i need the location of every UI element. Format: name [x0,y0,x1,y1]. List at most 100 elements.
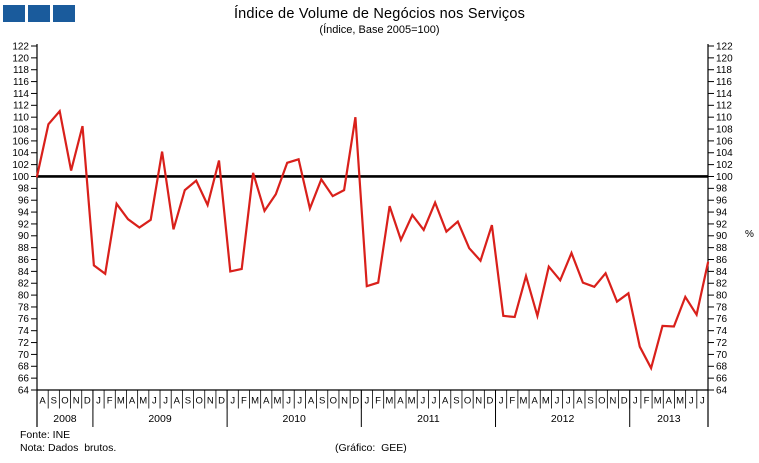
credit-note: (Gráfico: GEE) [335,442,407,454]
right-axis-tick-label: 78 [716,302,728,313]
month-label: D [84,396,91,407]
left-axis-tick-label: 120 [12,53,29,64]
month-label: S [453,396,459,407]
month-label: N [341,396,348,407]
month-label: A [442,396,449,407]
month-label: A [263,396,270,407]
month-label: F [107,396,113,407]
month-label: F [509,396,515,407]
month-label: A [39,396,46,407]
month-label: S [185,396,191,407]
left-axis-tick-label: 112 [13,101,29,112]
right-axis-tick-label: 70 [716,350,728,361]
right-axis-tick-label: 68 [716,362,728,373]
month-label: J [365,396,370,407]
left-axis-tick-label: 106 [12,136,29,147]
month-label: J [689,396,694,407]
left-axis-tick-label: 72 [18,338,30,349]
left-axis-tick-label: 90 [18,231,30,242]
month-label: J [499,396,504,407]
month-label: O [598,396,605,407]
month-label: M [251,396,259,407]
month-label: D [486,396,493,407]
month-label: N [73,396,80,407]
right-axis-tick-label: 74 [716,326,728,337]
month-label: J [555,396,560,407]
left-axis-tick-label: 100 [12,172,29,183]
right-axis-tick-label: 122 [716,41,733,52]
month-label: M [654,396,662,407]
logo-square [3,5,25,22]
left-axis-tick-label: 78 [18,302,30,313]
left-axis-tick-label: 94 [18,207,30,218]
right-axis-tick-label: 80 [716,291,728,302]
year-label: 2012 [551,413,575,425]
year-label: 2011 [417,413,440,425]
left-axis-tick-label: 88 [18,243,30,254]
left-axis-tick-label: 122 [12,41,29,52]
month-label: A [174,396,181,407]
left-axis-tick-label: 66 [18,374,30,385]
month-label: J [432,396,437,407]
right-axis-tick-label: 94 [716,207,728,218]
right-axis-tick-label: 116 [716,77,732,88]
logo-square [28,5,50,22]
left-axis-tick-label: 84 [18,267,30,278]
month-label: D [218,396,225,407]
month-label: M [542,396,550,407]
month-label: F [241,396,247,407]
right-axis-tick-label: 84 [716,267,728,278]
left-axis-tick-label: 102 [12,160,29,171]
month-label: N [475,396,482,407]
left-axis-tick-label: 110 [13,113,29,124]
month-label: M [385,396,393,407]
month-label: F [644,396,650,407]
month-label: A [666,396,673,407]
month-label: A [531,396,538,407]
month-label: J [297,396,302,407]
month-label: A [308,396,315,407]
right-axis-tick-label: 110 [716,113,732,124]
right-axis-tick-label: 86 [716,255,728,266]
month-label: A [576,396,583,407]
right-axis-tick-label: 120 [716,53,733,64]
year-label: 2008 [53,413,77,425]
month-label: N [207,396,214,407]
chart-title: Índice de Volume de Negócios nos Serviço… [233,6,526,22]
right-axis-tick-label: 96 [716,196,728,207]
month-label: J [420,396,425,407]
right-axis-tick-label: 112 [716,101,732,112]
left-axis-tick-label: 82 [18,279,30,290]
month-label: S [587,396,593,407]
year-label: 2013 [657,413,681,425]
chart-subtitle: (Índice, Base 2005=100) [319,24,440,36]
left-axis-tick-label: 116 [13,77,29,88]
month-label: J [566,396,571,407]
logo-squares [3,5,75,22]
right-axis-tick-label: 102 [716,160,733,171]
month-label: M [273,396,281,407]
left-axis-tick-label: 64 [18,385,30,396]
month-label: N [610,396,617,407]
month-label: F [375,396,381,407]
month-label: S [319,396,325,407]
month-label: A [129,396,136,407]
month-label: M [117,396,125,407]
month-label: O [330,396,337,407]
left-axis-tick-label: 86 [18,255,30,266]
left-axis-tick-label: 80 [18,291,30,302]
left-axis-tick-label: 92 [18,219,30,230]
month-label: J [700,396,705,407]
right-axis-tick-label: 92 [716,219,728,230]
right-axis-tick-label: 118 [716,65,732,76]
month-label: S [51,396,57,407]
year-label: 2009 [148,413,172,425]
right-axis-tick-label: 100 [716,172,733,183]
month-label: O [195,396,202,407]
month-label: M [520,396,528,407]
year-label: 2010 [283,413,307,425]
left-axis-tick-label: 74 [18,326,30,337]
month-label: J [163,396,168,407]
data-note: Nota: Dados brutos. [20,442,117,454]
right-axis-tick-label: 114 [716,89,732,100]
